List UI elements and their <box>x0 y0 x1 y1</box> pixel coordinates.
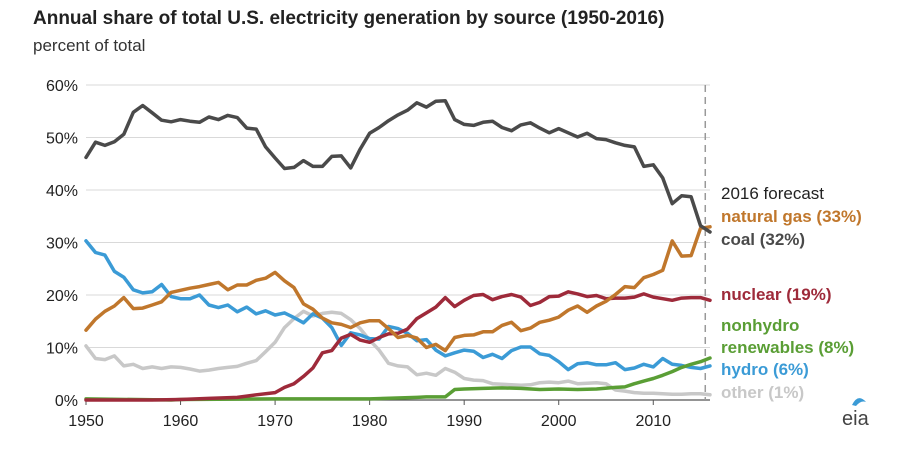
y-tick-label: 30% <box>46 236 78 253</box>
logo-leaf-icon <box>852 398 866 406</box>
forecast-label: 2016 forecast <box>721 184 824 203</box>
y-tick-label: 10% <box>46 341 78 358</box>
series-label-nuclear: nuclear (19%) <box>721 285 832 304</box>
series-line-other <box>84 309 712 397</box>
series-line-hydro <box>84 239 712 372</box>
series-label-hydro: hydro (6%) <box>721 360 809 379</box>
y-tick-label: 60% <box>46 78 78 95</box>
series-label-nonhydro-renewables: nonhydro <box>721 316 799 335</box>
x-tick-label: 1990 <box>446 413 482 430</box>
series-label-nonhydro-renewables: renewables (8%) <box>721 338 854 357</box>
y-tick-label: 20% <box>46 288 78 305</box>
x-tick-label: 1960 <box>163 413 199 430</box>
y-axis-ticks: 0% 10% 20% 30% 40% 50% 60% <box>46 78 78 410</box>
y-tick-label: 40% <box>46 183 78 200</box>
x-tick-label: 1980 <box>352 413 388 430</box>
y-tick-label: 50% <box>46 131 78 148</box>
x-tick-label: 2010 <box>635 413 671 430</box>
series-label-other: other (1%) <box>721 383 804 402</box>
series-lines <box>84 99 712 402</box>
series-line-nuclear <box>84 290 712 402</box>
chart-subtitle: percent of total <box>33 36 146 55</box>
x-tick-label: 1970 <box>257 413 293 430</box>
series-labels: 2016 forecast coal (32%) natural gas (33%)… <box>721 184 862 402</box>
series-label-natural-gas: natural gas (33%) <box>721 207 862 226</box>
logo-text: eia <box>842 408 870 430</box>
x-tick-label: 1950 <box>68 413 104 430</box>
y-tick-label: 0% <box>55 393 78 410</box>
grid-lines <box>86 84 710 401</box>
eia-logo: eia <box>842 398 870 430</box>
series-line-nonhydro-renewables <box>84 356 712 402</box>
series-label-coal: coal (32%) <box>721 230 805 249</box>
x-tick-label: 2000 <box>541 413 577 430</box>
chart-title: Annual share of total U.S. electricity g… <box>33 8 665 29</box>
x-axis-ticks: 1950 1960 1970 1980 1990 2000 2010 <box>68 400 671 430</box>
series-line-natural-gas <box>84 225 712 353</box>
series-line-coal <box>84 99 712 234</box>
